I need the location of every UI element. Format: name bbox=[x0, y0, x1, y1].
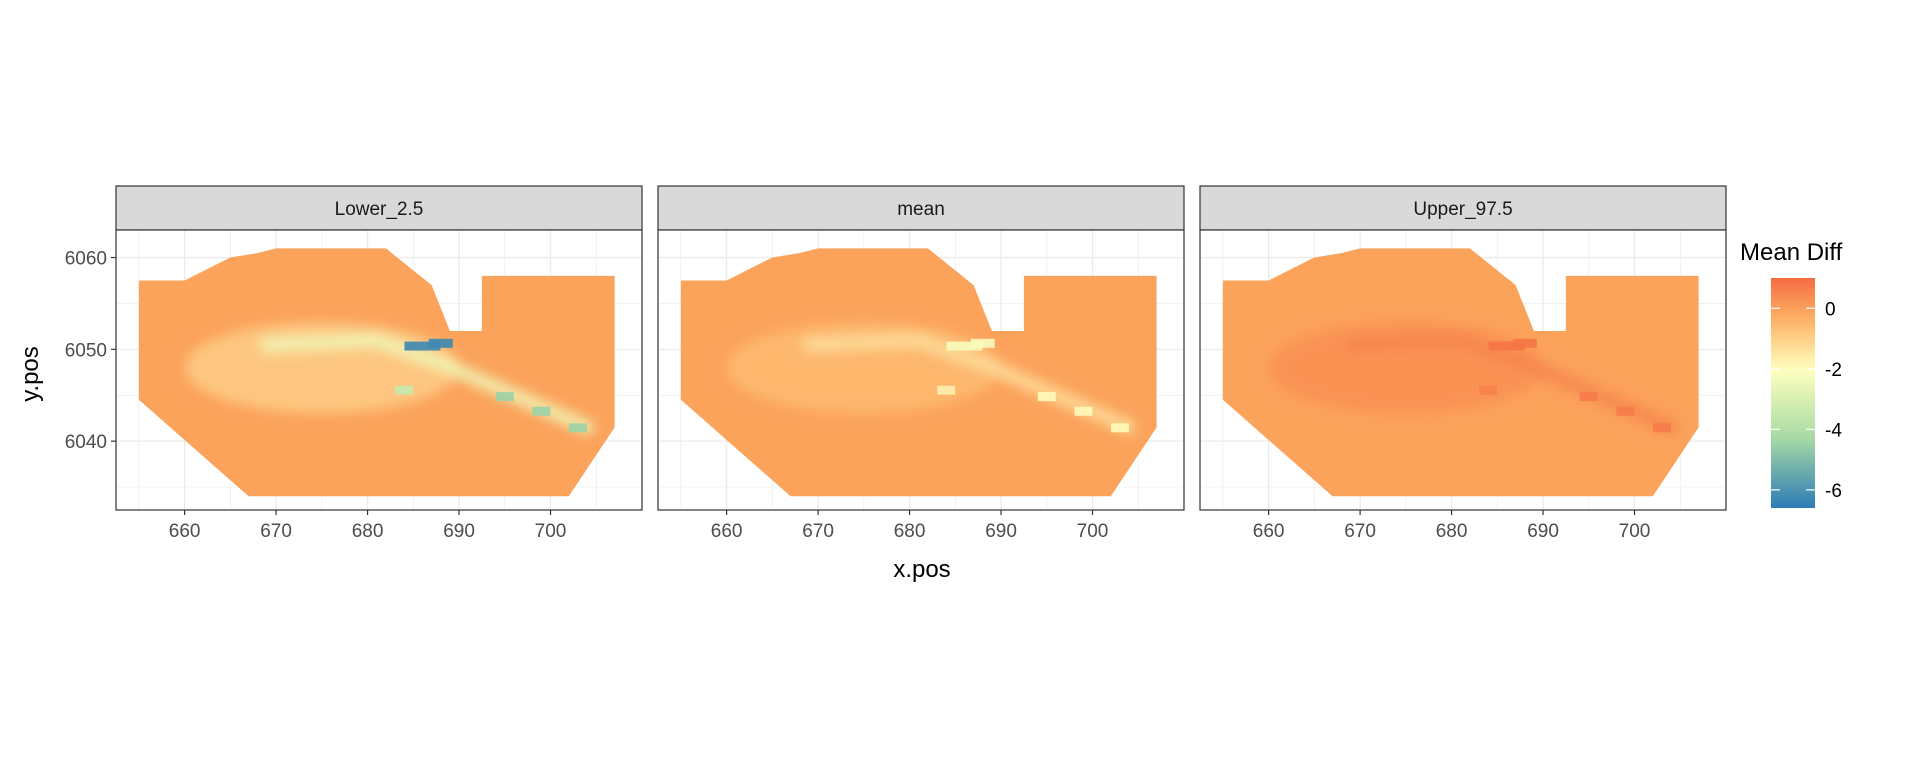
heatmap-anomalies bbox=[184, 321, 595, 435]
legend-tick-label: -2 bbox=[1825, 360, 1842, 381]
heatmap-ridge bbox=[801, 333, 1137, 435]
x-tick-label: 670 bbox=[802, 521, 834, 542]
heatmap-ridge bbox=[1343, 333, 1679, 435]
x-tick-label: 670 bbox=[260, 521, 292, 542]
heatmap-cell bbox=[970, 338, 995, 348]
panel-border bbox=[1199, 229, 1727, 511]
x-tick-label: 700 bbox=[1077, 521, 1109, 542]
legend-tick-label: -4 bbox=[1825, 420, 1842, 441]
heatmap-cell bbox=[946, 341, 983, 351]
heatmap-cell bbox=[532, 406, 551, 416]
legend-title: Mean Diff bbox=[1740, 239, 1843, 266]
x-tick-label: 670 bbox=[1344, 521, 1376, 542]
y-tick-label: 6040 bbox=[65, 432, 107, 453]
heatmap-cell bbox=[1579, 392, 1598, 402]
facet-strip bbox=[115, 185, 643, 231]
x-tick-label: 660 bbox=[711, 521, 743, 542]
heatmap-cell bbox=[395, 385, 414, 395]
color-legend: Mean Diff 0 -2 -4 -6 bbox=[1740, 239, 1843, 508]
x-axis-title: x.pos bbox=[893, 556, 950, 583]
heatmap-cell bbox=[1512, 338, 1537, 348]
heatmap-cell bbox=[404, 341, 441, 351]
x-tick-label: 700 bbox=[1619, 521, 1651, 542]
panels: Lower_2.5 660 670 680 690 700 6040 6050 6060 mean… bbox=[65, 185, 1727, 542]
x-tick-label: 660 bbox=[169, 521, 201, 542]
facet-panel: Lower_2.5 660 670 680 690 700 6040 6050 6060 bbox=[65, 185, 643, 542]
heatmap-cell bbox=[1616, 406, 1635, 416]
heatmap-anomalies bbox=[1268, 321, 1679, 435]
heatmap-cell bbox=[1074, 406, 1093, 416]
legend-tick-label: -6 bbox=[1825, 481, 1842, 502]
x-tick-label: 690 bbox=[985, 521, 1017, 542]
panel-border bbox=[115, 229, 643, 511]
facet-strip-label: Upper_97.5 bbox=[1413, 199, 1512, 220]
x-tick-label: 680 bbox=[352, 521, 384, 542]
facet-strip-label: mean bbox=[897, 199, 945, 220]
y-tick-label: 6050 bbox=[65, 340, 107, 361]
heatmap-cell bbox=[495, 392, 514, 402]
x-tick-label: 700 bbox=[535, 521, 567, 542]
panel-border bbox=[657, 229, 1185, 511]
facet-panel: mean 660 670 680 690 700 bbox=[657, 185, 1185, 542]
facet-strip bbox=[657, 185, 1185, 231]
heatmap-cell bbox=[1652, 423, 1671, 433]
heatmap-cell bbox=[428, 338, 453, 348]
heatmap-anomalies bbox=[726, 321, 1137, 435]
x-tick-label: 690 bbox=[443, 521, 475, 542]
heatmap-cell bbox=[1037, 392, 1056, 402]
facet-panel: Upper_97.5 660 670 680 690 700 bbox=[1199, 185, 1727, 542]
legend-tick-label: 0 bbox=[1825, 299, 1836, 320]
x-tick-label: 660 bbox=[1253, 521, 1285, 542]
heatmap-cell bbox=[1488, 341, 1525, 351]
heatmap-cell bbox=[937, 385, 956, 395]
heatmap-cell bbox=[1110, 423, 1129, 433]
heatmap-ridge bbox=[259, 333, 595, 435]
x-tick-label: 680 bbox=[894, 521, 926, 542]
facet-strip-label: Lower_2.5 bbox=[335, 199, 424, 220]
heatmap-cell bbox=[568, 423, 587, 433]
x-tick-label: 690 bbox=[1527, 521, 1559, 542]
heatmap-cell bbox=[1479, 385, 1498, 395]
y-axis-title: y.pos bbox=[17, 346, 44, 402]
x-tick-label: 680 bbox=[1436, 521, 1468, 542]
y-tick-label: 6060 bbox=[65, 249, 107, 270]
facet-strip bbox=[1199, 185, 1727, 231]
legend-colorbar bbox=[1771, 278, 1815, 508]
